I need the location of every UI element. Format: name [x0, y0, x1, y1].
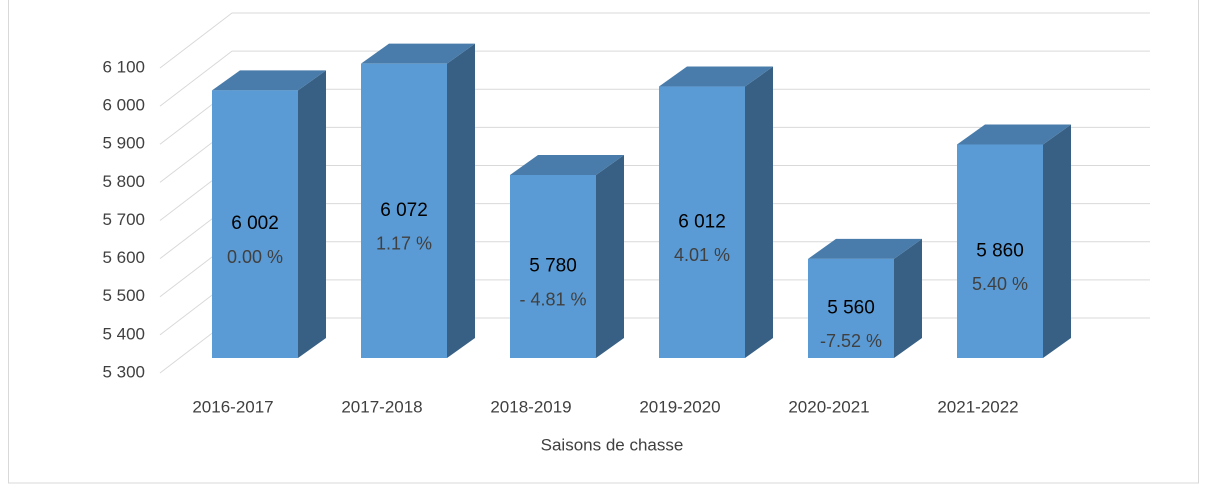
bar	[659, 86, 745, 359]
frame	[8, 0, 1199, 484]
data-label: 5 560	[827, 297, 875, 318]
x-tick-label: 2017-2018	[341, 397, 422, 416]
change-label: - 4.81 %	[519, 289, 586, 309]
change-label: 0.00 %	[227, 247, 283, 267]
data-label: 6 012	[678, 211, 726, 232]
x-tick-label: 2018-2019	[490, 397, 571, 416]
bar-side	[1043, 124, 1071, 358]
y-tick-label: 5 300	[102, 362, 145, 381]
change-label: 4.01 %	[674, 245, 730, 265]
y-tick-label: 5 700	[102, 210, 145, 229]
x-tick-label: 2020-2021	[788, 397, 869, 416]
bar	[808, 258, 894, 358]
bar-side	[745, 66, 773, 359]
y-tick-label: 6 100	[102, 57, 145, 76]
y-tick-label: 5 900	[102, 134, 145, 153]
bar	[510, 175, 596, 358]
bar-top	[957, 124, 1071, 145]
y-tick-label: 5 500	[102, 286, 145, 305]
y-tick-label: 5 400	[102, 324, 145, 343]
bar-top	[361, 43, 475, 64]
bar	[957, 144, 1043, 358]
bar-side	[596, 155, 624, 358]
grid-line	[159, 12, 1150, 69]
bar	[212, 90, 298, 359]
x-tick-label: 2021-2022	[937, 397, 1018, 416]
y-tick-label: 6 000	[102, 96, 145, 115]
bar-top	[659, 66, 773, 87]
data-label: 5 860	[976, 240, 1024, 261]
bar-side	[894, 238, 922, 358]
bar-side	[298, 70, 326, 359]
bar-top	[212, 70, 326, 91]
grid-line	[159, 50, 1150, 107]
change-label: -7.52 %	[820, 331, 882, 351]
x-axis-title: Saisons de chasse	[541, 435, 684, 454]
bar-side	[447, 43, 475, 359]
data-label: 6 002	[231, 213, 279, 234]
change-label: 1.17 %	[376, 234, 432, 254]
bar	[361, 63, 447, 359]
y-tick-label: 5 800	[102, 172, 145, 191]
bar-top	[808, 238, 922, 259]
change-label: 5.40 %	[972, 274, 1028, 294]
y-tick-label: 5 600	[102, 248, 145, 267]
bar-top	[510, 155, 624, 175]
data-label: 5 780	[529, 256, 577, 277]
x-tick-label: 2016-2017	[192, 397, 273, 416]
x-tick-label: 2019-2020	[639, 397, 720, 416]
data-label: 6 072	[380, 200, 428, 221]
